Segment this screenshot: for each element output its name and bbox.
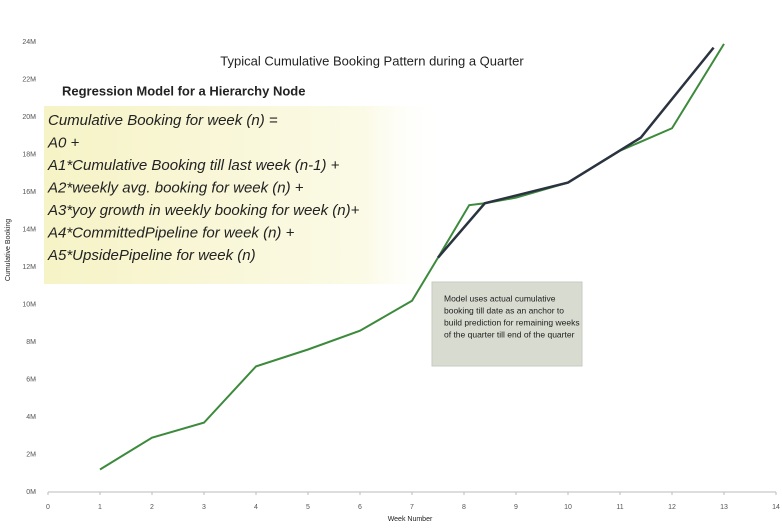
x-tick-label: 5 xyxy=(306,504,310,511)
regression-line: A4*CommittedPipeline for week (n) + xyxy=(47,224,295,241)
x-tick-label: 8 xyxy=(462,504,466,511)
y-axis-label: Cumulative Booking xyxy=(5,219,12,281)
x-axis-label: Week Number xyxy=(388,516,433,523)
regression-line: A0 + xyxy=(47,134,80,151)
series-line xyxy=(437,46,715,259)
callout-line: of the quarter till end of the quarter xyxy=(444,329,575,339)
x-tick-label: 0 xyxy=(46,504,50,511)
y-tick-label: 14M xyxy=(22,226,36,233)
callout-box xyxy=(431,281,583,367)
regression-line: A2*weekly avg. booking for week (n) + xyxy=(47,179,304,196)
x-tick-label: 10 xyxy=(564,504,572,511)
regression-line: A5*UpsidePipeline for week (n) xyxy=(47,247,256,264)
x-tick-label: 13 xyxy=(720,504,728,511)
y-tick-label: 16M xyxy=(22,189,36,196)
y-tick-label: 8M xyxy=(26,339,36,346)
y-tick-label: 20M xyxy=(22,114,36,121)
x-tick-label: 11 xyxy=(616,504,623,511)
callout-line: booking till date as an anchor to xyxy=(444,305,564,315)
y-tick-label: 24M xyxy=(22,39,36,46)
regression-title: Regression Model for a Hierarchy Node xyxy=(62,83,305,98)
chart-title: Typical Cumulative Booking Pattern durin… xyxy=(220,53,524,68)
regression-line: Cumulative Booking for week (n) = xyxy=(48,112,278,129)
y-tick-label: 4M xyxy=(26,414,36,421)
y-tick-label: 2M xyxy=(26,451,36,458)
y-tick-label: 6M xyxy=(26,376,36,383)
callout-line: Model uses actual cumulative xyxy=(444,293,556,303)
x-tick-label: 14 xyxy=(772,504,780,511)
x-tick-label: 6 xyxy=(358,504,362,511)
regression-box-bg xyxy=(44,106,444,284)
x-tick-label: 7 xyxy=(410,504,414,511)
x-tick-label: 2 xyxy=(150,504,154,511)
regression-line: A1*Cumulative Booking till last week (n-… xyxy=(47,157,340,174)
y-tick-label: 10M xyxy=(22,301,36,308)
y-tick-label: 18M xyxy=(22,151,36,158)
regression-line: A3*yoy growth in weekly booking for week… xyxy=(47,202,360,219)
x-tick-label: 1 xyxy=(98,504,102,511)
y-tick-label: 0M xyxy=(26,489,36,496)
y-tick-label: 22M xyxy=(22,76,36,83)
x-tick-label: 9 xyxy=(514,504,518,511)
x-tick-label: 12 xyxy=(668,504,676,511)
x-tick-label: 3 xyxy=(202,504,206,511)
y-tick-label: 12M xyxy=(22,264,36,271)
callout-line: build prediction for remaining weeks xyxy=(444,317,580,327)
x-tick-label: 4 xyxy=(254,504,258,511)
